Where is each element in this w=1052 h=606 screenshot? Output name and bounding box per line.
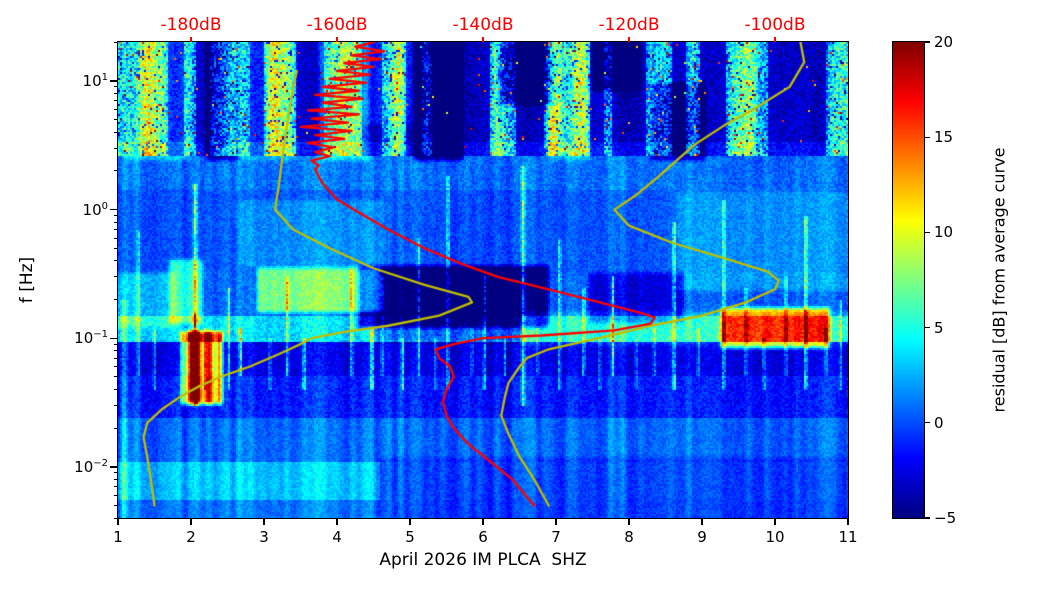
top-tick (336, 37, 338, 42)
x-tick-label: 1 (113, 528, 123, 546)
colorbar-label: residual [dB] from average curve (989, 147, 1009, 413)
colorbar (893, 42, 924, 518)
top-tick (482, 37, 484, 42)
x-axis-label: April 2026 IM PLCA SHZ (379, 550, 587, 570)
y-minor-tick (114, 100, 118, 102)
x-tick (774, 519, 776, 525)
y-minor-tick (114, 109, 118, 111)
x-tick-label: 9 (697, 528, 707, 546)
y-minor-tick (114, 343, 118, 345)
y-minor-tick (114, 147, 118, 149)
x-tick-label: 10 (765, 528, 785, 546)
y-minor-tick (114, 478, 118, 480)
y-minor-tick (114, 260, 118, 262)
y-minor-tick (114, 221, 118, 223)
colorbar-tick-label: −5 (934, 509, 957, 527)
y-minor-tick (114, 357, 118, 359)
y-minor-tick (114, 86, 118, 88)
y-tick (110, 80, 118, 82)
y-tick (110, 337, 118, 339)
y-minor-tick (114, 427, 118, 429)
y-tick-label: 10−2 (74, 457, 108, 476)
y-minor-tick (114, 404, 118, 406)
y-minor-tick (114, 276, 118, 278)
y-minor-tick (114, 366, 118, 368)
top-tick (774, 37, 776, 42)
colorbar-tick (925, 136, 930, 138)
spectrogram-canvas (118, 42, 848, 518)
y-tick (110, 466, 118, 468)
x-tick-label: 6 (478, 528, 488, 546)
x-tick (117, 519, 119, 525)
y-minor-tick (114, 119, 118, 121)
colorbar-tick (925, 517, 930, 519)
y-minor-tick (114, 494, 118, 496)
y-minor-tick (114, 472, 118, 474)
y-minor-tick (114, 237, 118, 239)
top-tick (190, 37, 192, 42)
y-minor-tick (114, 505, 118, 507)
x-tick-label: 8 (624, 528, 634, 546)
x-tick (847, 519, 849, 525)
colorbar-tick-label: 10 (934, 223, 954, 242)
colorbar-tick-label: 0 (934, 413, 944, 432)
colorbar-tick-label: 5 (934, 318, 944, 337)
y-tick-label: 101 (82, 71, 108, 90)
x-tick-label: 3 (259, 528, 269, 546)
y-minor-tick (114, 170, 118, 172)
y-axis-label: f [Hz] (17, 256, 37, 304)
y-minor-tick (114, 298, 118, 300)
x-tick-label: 11 (838, 528, 858, 546)
colorbar-tick (925, 422, 930, 424)
top-tick (628, 37, 630, 42)
x-tick-label: 2 (186, 528, 196, 546)
x-tick (482, 519, 484, 525)
colorbar-tick (925, 41, 930, 43)
x-tick (701, 519, 703, 525)
colorbar-tick (925, 231, 930, 234)
y-minor-tick (114, 486, 118, 488)
y-tick (110, 208, 118, 211)
top-tick-label: -180dB (160, 15, 222, 35)
x-tick-label: 7 (551, 528, 561, 546)
y-minor-tick (114, 92, 118, 94)
y-minor-tick (114, 214, 118, 216)
y-minor-tick (114, 388, 118, 390)
y-minor-tick (114, 131, 118, 133)
y-minor-tick (114, 517, 118, 519)
y-minor-tick (114, 229, 118, 231)
x-tick (190, 519, 192, 525)
x-tick (555, 519, 557, 525)
y-tick-label: 100 (82, 200, 108, 219)
x-tick-label: 5 (405, 528, 415, 546)
x-tick (409, 519, 411, 525)
y-tick-label: 10−1 (74, 329, 108, 348)
y-minor-tick (114, 376, 118, 378)
colorbar-tick-label: 15 (934, 128, 954, 147)
colorbar-tick (925, 326, 930, 329)
y-minor-tick (114, 350, 118, 352)
top-tick-label: -100dB (744, 15, 806, 35)
colorbar-tick-label: 20 (934, 33, 954, 51)
y-minor-tick (114, 247, 118, 249)
x-tick (336, 519, 338, 525)
x-tick (263, 519, 265, 525)
x-tick-label: 4 (332, 528, 342, 546)
top-tick-label: -140dB (452, 15, 514, 35)
y-minor-tick (114, 41, 118, 43)
top-tick-label: -160dB (306, 15, 368, 35)
x-tick (628, 519, 630, 525)
top-tick-label: -120dB (598, 15, 660, 35)
